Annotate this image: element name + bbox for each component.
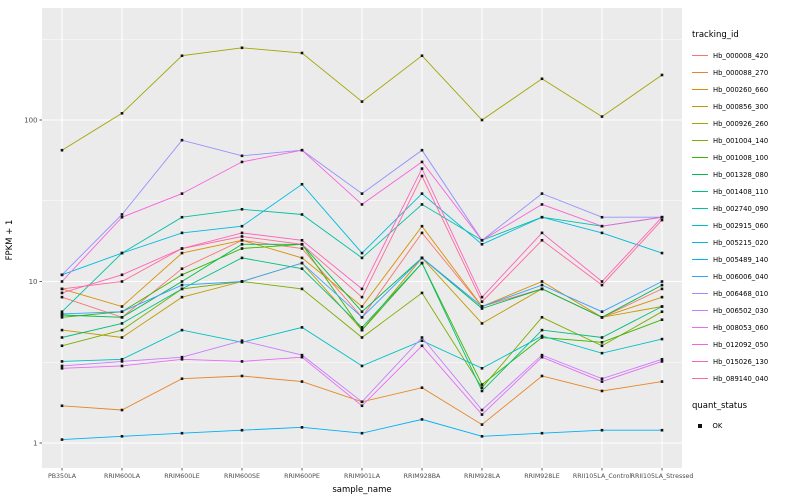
- legend-line-key-icon: [692, 374, 708, 383]
- legend-item-Hb_008053_060: Hb_008053_060: [692, 319, 798, 336]
- legend-item-Hb_015026_130: Hb_015026_130: [692, 353, 798, 370]
- legend-item-Hb_002915_060: Hb_002915_060: [692, 217, 798, 234]
- legend-label: Hb_001004_140: [713, 136, 769, 145]
- legend-item-Hb_000926_260: Hb_000926_260: [692, 115, 798, 132]
- legend-label: Hb_008053_060: [713, 323, 769, 332]
- x-tick-label: RRII105LA_Stressed: [631, 473, 694, 480]
- legend-line-key-icon: [692, 221, 708, 230]
- axis-ticks: 1 10 100 PB350LA RRIM600LA RRIM600LE RRIM600SE…: [24, 117, 693, 480]
- legend-item-Hb_000008_420: Hb_000008_420: [692, 47, 798, 64]
- legend-item-Hb_012092_050: Hb_012092_050: [692, 336, 798, 353]
- legend-item-Hb_000260_660: Hb_000260_660: [692, 81, 798, 98]
- x-tick-label: RRIM928LE: [524, 473, 560, 480]
- legend-line-key-icon: [692, 136, 708, 145]
- x-tick-label: RRIM600LE: [164, 473, 200, 480]
- legend-line-key-icon: [692, 272, 708, 281]
- legend-line-key-icon: [692, 153, 708, 162]
- legend-item-Hb_006468_010: Hb_006468_010: [692, 285, 798, 302]
- legend-item-Hb_005215_020: Hb_005215_020: [692, 234, 798, 251]
- x-tick-label: RRIM901LA: [344, 473, 381, 480]
- legend-label: Hb_001328_080: [713, 170, 769, 179]
- legend-line-key-icon: [692, 289, 708, 298]
- legend-label: Hb_002740_090: [713, 204, 769, 213]
- x-tick-label: RRIM600PE: [284, 473, 320, 480]
- legend-line-key-icon: [692, 204, 708, 213]
- legend-label: Hb_001008_100: [713, 153, 769, 162]
- color-legend-title: tracking_id: [692, 30, 739, 40]
- legend: tracking_id Hb_000008_420 Hb_000088_270 Hb…: [692, 30, 798, 434]
- shape-legend-title: quant_status: [692, 401, 748, 411]
- legend-item-Hb_001328_080: Hb_001328_080: [692, 166, 798, 183]
- gridlines: [42, 8, 682, 468]
- legend-line-key-icon: [692, 306, 708, 315]
- legend-label: Hb_000856_300: [713, 102, 769, 111]
- legend-item-Hb_006006_040: Hb_006006_040: [692, 268, 798, 285]
- legend-label: Hb_000260_660: [713, 85, 769, 94]
- legend-label: Hb_005489_140: [713, 255, 769, 264]
- shape-legend-label: OK: [712, 422, 723, 430]
- x-tick-label: RRIM600SE: [224, 473, 260, 480]
- legend-line-key-icon: [692, 170, 708, 179]
- legend-line-key-icon: [692, 323, 708, 332]
- legend-line-key-icon: [692, 187, 708, 196]
- legend-line-key-icon: [692, 238, 708, 247]
- square-marker-icon: [698, 424, 702, 428]
- legend-line-key-icon: [692, 102, 708, 111]
- legend-label: Hb_000088_270: [713, 68, 769, 77]
- legend-item-Hb_000088_270: Hb_000088_270: [692, 64, 798, 81]
- legend-item-Hb_089140_040: Hb_089140_040: [692, 370, 798, 387]
- color-legend-items: Hb_000008_420 Hb_000088_270 Hb_000260_660 H…: [692, 47, 798, 387]
- legend-line-key-icon: [692, 357, 708, 366]
- legend-label: Hb_006468_010: [713, 289, 769, 298]
- y-tick-label: 10: [29, 278, 38, 286]
- x-tick-label: RRIM600LA: [104, 473, 141, 480]
- x-tick-label: RRII105LA_Control: [573, 473, 632, 480]
- line-chart: 1 10 100 PB350LA RRIM600LA RRIM600LE RRIM600SE…: [5, 8, 693, 495]
- legend-line-key-icon: [692, 119, 708, 128]
- legend-line-key-icon: [692, 85, 708, 94]
- legend-label: Hb_015026_130: [713, 357, 769, 366]
- legend-label: Hb_006502_030: [713, 306, 769, 315]
- legend-line-key-icon: [692, 51, 708, 60]
- data-points: [60, 46, 664, 441]
- x-tick-label: PB350LA: [48, 473, 77, 480]
- x-tick-label: RRIM928BA: [404, 473, 441, 480]
- y-tick-label: 1: [33, 440, 37, 448]
- y-tick-label: 100: [24, 117, 37, 125]
- legend-line-key-icon: [692, 68, 708, 77]
- legend-label: Hb_000926_260: [713, 119, 769, 128]
- legend-item-Hb_001004_140: Hb_001004_140: [692, 132, 798, 149]
- legend-item-Hb_005489_140: Hb_005489_140: [692, 251, 798, 268]
- legend-item-Hb_006502_030: Hb_006502_030: [692, 302, 798, 319]
- x-tick-label: RRIM928LA: [464, 473, 501, 480]
- legend-label: Hb_012092_050: [713, 340, 769, 349]
- legend-label: Hb_001408_110: [713, 187, 769, 196]
- legend-item-Hb_001408_110: Hb_001408_110: [692, 183, 798, 200]
- legend-label: Hb_000008_420: [713, 51, 769, 60]
- legend-label: Hb_006006_040: [713, 272, 769, 281]
- legend-label: Hb_005215_020: [713, 238, 769, 247]
- legend-line-key-icon: [692, 255, 708, 264]
- legend-item-Hb_000856_300: Hb_000856_300: [692, 98, 798, 115]
- legend-item-Hb_001008_100: Hb_001008_100: [692, 149, 798, 166]
- legend-line-key-icon: [692, 340, 708, 349]
- y-axis-title: FPKM + 1: [5, 220, 15, 261]
- legend-label: Hb_089140_040: [713, 374, 769, 383]
- legend-item-Hb_002740_090: Hb_002740_090: [692, 200, 798, 217]
- shape-legend-item: OK: [692, 418, 798, 434]
- x-axis-title: sample_name: [332, 485, 391, 495]
- legend-label: Hb_002915_060: [713, 221, 769, 230]
